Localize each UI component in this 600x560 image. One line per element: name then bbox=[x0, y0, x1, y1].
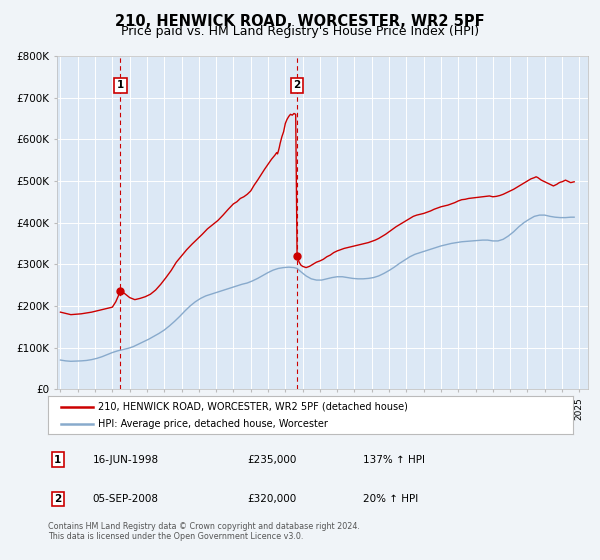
Text: 1: 1 bbox=[116, 80, 124, 90]
Text: 210, HENWICK ROAD, WORCESTER, WR2 5PF: 210, HENWICK ROAD, WORCESTER, WR2 5PF bbox=[115, 14, 485, 29]
Text: 20% ↑ HPI: 20% ↑ HPI bbox=[363, 494, 418, 504]
Text: HPI: Average price, detached house, Worcester: HPI: Average price, detached house, Worc… bbox=[98, 419, 328, 430]
Text: 210, HENWICK ROAD, WORCESTER, WR2 5PF (detached house): 210, HENWICK ROAD, WORCESTER, WR2 5PF (d… bbox=[98, 402, 408, 412]
Text: 16-JUN-1998: 16-JUN-1998 bbox=[92, 455, 159, 465]
Text: 137% ↑ HPI: 137% ↑ HPI bbox=[363, 455, 425, 465]
Text: 1: 1 bbox=[54, 455, 62, 465]
Text: Contains HM Land Registry data © Crown copyright and database right 2024.
This d: Contains HM Land Registry data © Crown c… bbox=[48, 522, 360, 542]
Text: 05-SEP-2008: 05-SEP-2008 bbox=[92, 494, 158, 504]
Text: £235,000: £235,000 bbox=[248, 455, 297, 465]
Text: Price paid vs. HM Land Registry's House Price Index (HPI): Price paid vs. HM Land Registry's House … bbox=[121, 25, 479, 38]
Text: £320,000: £320,000 bbox=[248, 494, 297, 504]
Text: 2: 2 bbox=[293, 80, 301, 90]
Text: 2: 2 bbox=[54, 494, 62, 504]
